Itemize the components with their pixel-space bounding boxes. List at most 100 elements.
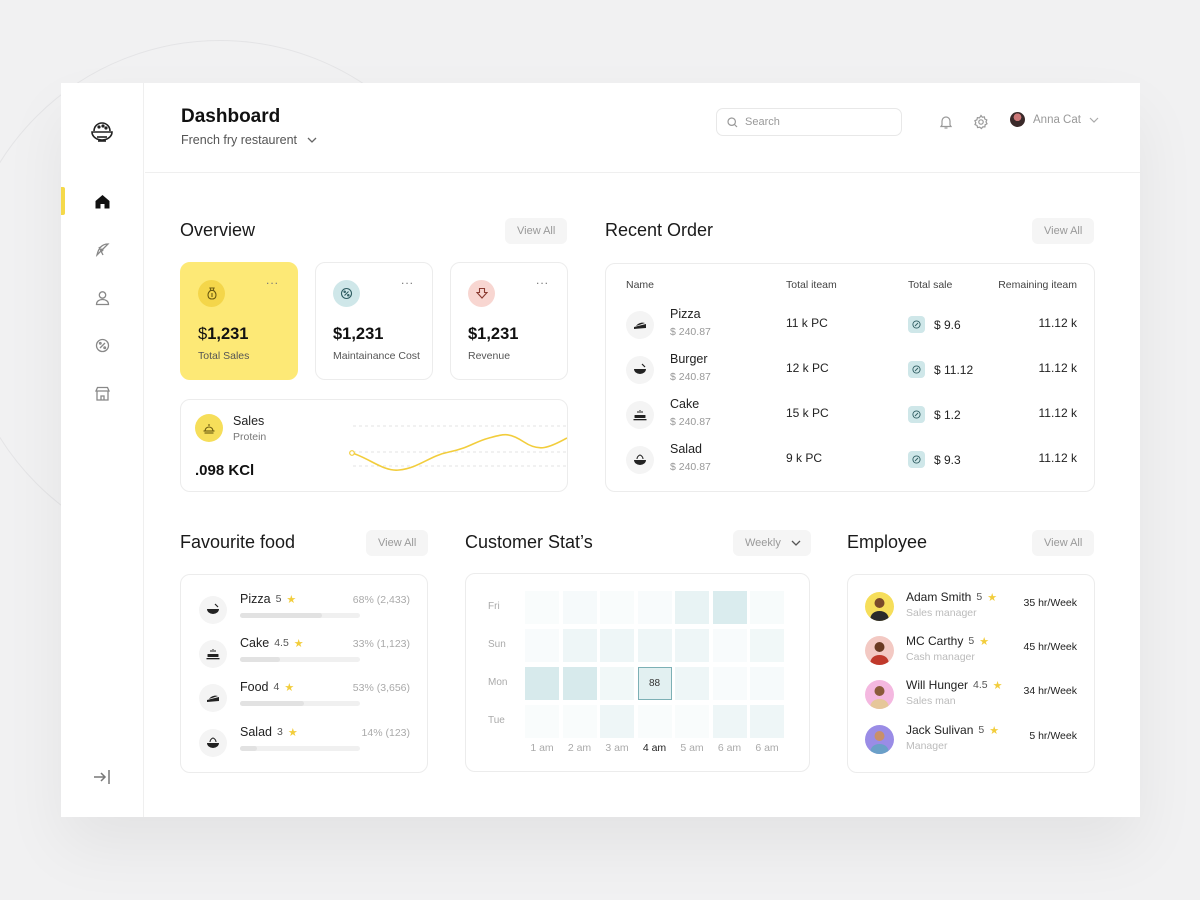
sidebar-item-discount[interactable] (61, 331, 144, 359)
table-row[interactable]: Cake $ 240.87 15 k PC $ 1.2 11.12 k (606, 397, 1094, 437)
table-row[interactable]: Burger $ 240.87 12 k PC $ 11.12 11.12 k (606, 352, 1094, 392)
heatmap-cell[interactable] (637, 705, 672, 738)
user-icon (95, 290, 110, 305)
total-sales-card[interactable]: ... $1,231 Total Sales (180, 262, 298, 380)
list-item[interactable]: Pizza 5 ★ 68% (2,433) (181, 592, 427, 632)
search-box[interactable] (716, 108, 902, 136)
heatmap-cell[interactable] (525, 667, 559, 700)
collapse-sidebar-icon[interactable] (92, 767, 112, 787)
heatmap-cell[interactable] (637, 591, 672, 624)
heatmap-cell[interactable] (600, 705, 634, 738)
list-item[interactable]: Food 4 ★ 53% (3,656) (181, 680, 427, 720)
list-item[interactable]: Jack Sulivan 5 ★ Manager 5 hr/Week (848, 723, 1094, 765)
table-row[interactable]: Pizza $ 240.87 11 k PC $ 9.6 11.12 k (606, 307, 1094, 347)
pizza-slice-icon (199, 684, 227, 712)
heatmap-cell[interactable] (675, 667, 709, 700)
employee-name: Jack Sulivan 5 ★ (906, 723, 1000, 737)
heatmap-day-label: Fri (488, 601, 500, 612)
more-options-icon[interactable]: ... (265, 273, 279, 287)
avatar (1010, 112, 1025, 127)
heatmap-cell[interactable] (637, 629, 672, 662)
heatmap-cell[interactable] (750, 629, 784, 662)
stat-value: $1,231 (468, 325, 519, 343)
heatmap-hour-label: 6 am (717, 742, 742, 754)
table-row[interactable]: Salad $ 240.87 9 k PC $ 9.3 11.12 k (606, 442, 1094, 482)
heatmap-cell[interactable] (525, 591, 559, 624)
more-options-icon[interactable]: ... (535, 273, 549, 287)
column-header: Name (626, 279, 655, 291)
user-name: Anna Cat (1033, 113, 1081, 126)
heatmap-cell[interactable] (750, 591, 784, 624)
heatmap-cell[interactable] (525, 629, 559, 662)
discount-icon (333, 280, 360, 307)
order-name: Salad (670, 442, 702, 456)
sidebar-item-profile[interactable] (61, 283, 144, 311)
order-remaining: 11.12 k (1038, 451, 1077, 465)
heatmap-cell[interactable] (600, 591, 634, 624)
more-options-icon[interactable]: ... (400, 273, 414, 287)
recent-order-view-all-button[interactable]: View All (1032, 218, 1095, 244)
heatmap-cell[interactable] (525, 705, 559, 738)
heatmap-cell[interactable] (675, 591, 709, 624)
progress-track (240, 701, 360, 706)
bell-icon[interactable] (938, 114, 954, 130)
home-icon (95, 194, 110, 208)
heatmap-cell[interactable] (675, 705, 709, 738)
customer-heatmap: Fri Sun Mon 88 Tue 1 am 2 am 3 am 4 am 5 am 6 am 6 … (465, 573, 810, 772)
star-icon: ★ (989, 724, 1000, 737)
employee-view-all-button[interactable]: View All (1032, 530, 1095, 556)
food-percent: 14% (123) (361, 727, 410, 739)
list-item[interactable]: Salad 3 ★ 14% (123) (181, 725, 427, 765)
heatmap-cell[interactable] (675, 629, 709, 662)
heatmap-cell[interactable] (712, 705, 747, 738)
heatmap-cell[interactable] (600, 629, 634, 662)
heatmap-day-label: Sun (488, 639, 506, 650)
favourite-food-view-all-button[interactable]: View All (366, 530, 429, 556)
heatmap-cell[interactable] (562, 705, 597, 738)
order-name: Cake (670, 397, 700, 411)
user-menu[interactable]: Anna Cat (1010, 112, 1099, 127)
heatmap-cell[interactable] (562, 667, 597, 700)
order-price: $ 240.87 (670, 371, 711, 383)
gear-icon[interactable] (973, 114, 989, 130)
heatmap-cell[interactable] (600, 667, 634, 700)
chevron-down-icon (307, 137, 317, 143)
order-remaining: 11.12 k (1038, 316, 1077, 330)
heatmap-day-label: Tue (488, 715, 505, 726)
heatmap-cell[interactable] (712, 629, 747, 662)
sidebar-item-pizza[interactable] (61, 235, 144, 263)
star-icon: ★ (286, 593, 297, 606)
rice-bowl-logo-icon (91, 122, 113, 142)
order-name: Burger (670, 352, 708, 366)
avatar (865, 725, 894, 754)
heatmap-cell[interactable] (712, 667, 747, 700)
restaurant-selector[interactable]: French fry restaurent (181, 133, 317, 147)
search-icon (727, 116, 738, 127)
column-header: Remaining iteam (998, 279, 1077, 291)
sales-sparkline (349, 425, 567, 471)
heatmap-cell[interactable] (562, 629, 597, 662)
sidebar-item-store[interactable] (61, 379, 144, 407)
sales-subtitle: Protein (233, 431, 267, 443)
discount-icon (95, 338, 110, 352)
heatmap-cell[interactable] (750, 667, 784, 700)
bowl-icon (199, 596, 227, 624)
maintenance-cost-card[interactable]: ... $1,231 Maintainance Cost (315, 262, 433, 380)
heatmap-cell[interactable] (562, 591, 597, 624)
revenue-card[interactable]: ... $1,231 Revenue (450, 262, 568, 380)
food-name: Pizza 5 ★ (240, 592, 297, 606)
sidebar-item-home[interactable] (61, 187, 144, 215)
heatmap-cell[interactable] (750, 705, 784, 738)
heatmap-cell[interactable] (712, 591, 747, 624)
list-item[interactable]: Cake 4.5 ★ 33% (1,123) (181, 636, 427, 676)
overview-view-all-button[interactable]: View All (505, 218, 568, 244)
employee-role: Manager (906, 740, 948, 752)
list-item[interactable]: MC Carthy 5 ★ Cash manager 45 hr/Week (848, 634, 1094, 676)
list-item[interactable]: Will Hunger 4.5 ★ Sales man 34 hr/Week (848, 678, 1094, 720)
heatmap-cell[interactable]: 88 (637, 667, 672, 700)
list-item[interactable]: Adam Smith 5 ★ Sales manager 35 hr/Week (848, 590, 1094, 632)
period-select[interactable]: Weekly (733, 530, 811, 556)
search-input[interactable] (745, 116, 885, 128)
order-name: Pizza (670, 307, 701, 321)
progress-bar (240, 657, 280, 662)
